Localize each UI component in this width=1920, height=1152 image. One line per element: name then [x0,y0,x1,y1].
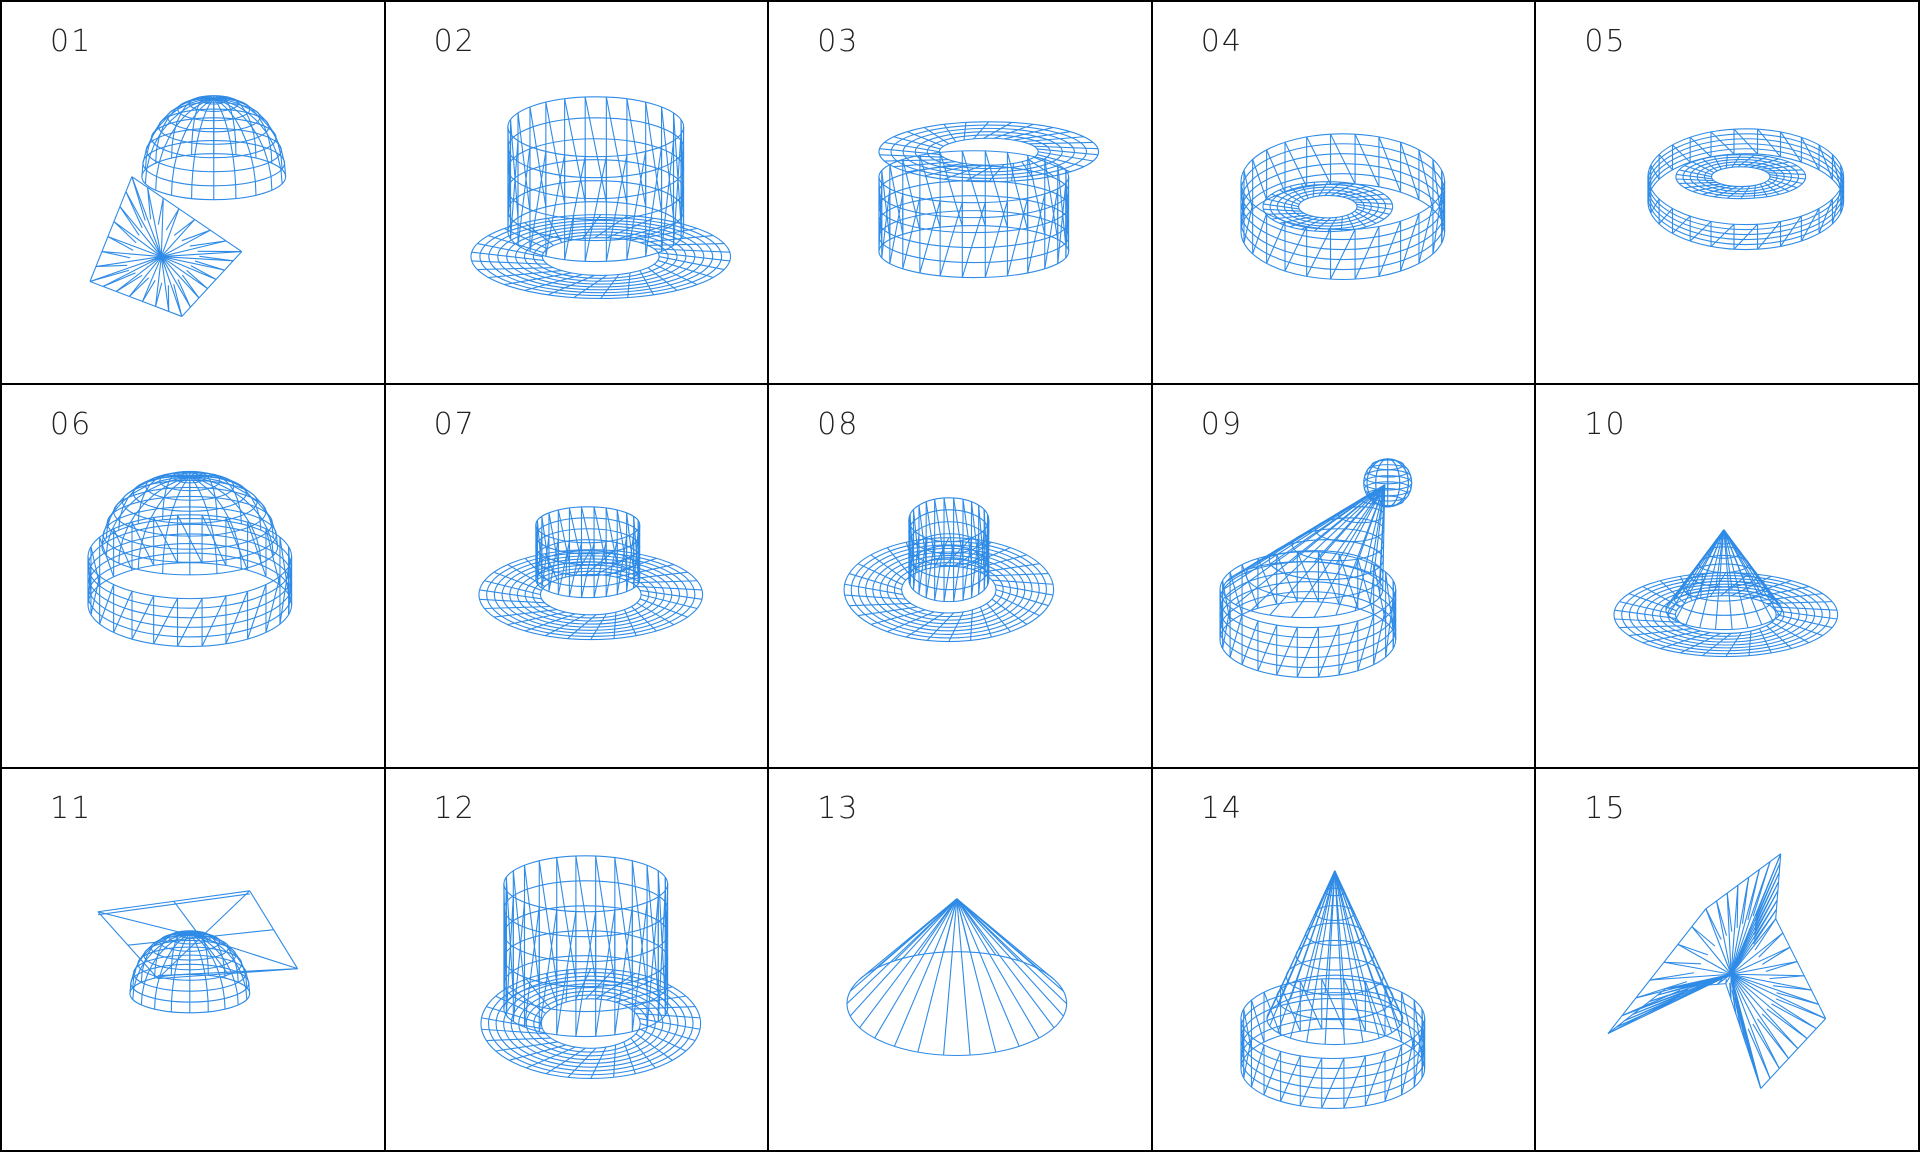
cell-02: 02 [385,2,770,386]
cell-06: 06 [2,385,386,769]
cell-label: 15 [1584,790,1627,826]
top-hat-wireframe-icon [480,854,701,1079]
cell-label: 09 [1200,407,1243,443]
cell-13: 13 [769,768,1153,1152]
cell-label: 03 [817,24,860,59]
cell-09: 09 [1152,385,1537,769]
cell-label: 14 [1200,790,1243,826]
cell-08: 08 [769,385,1153,769]
cell-05: 05 [1536,2,1920,386]
hood-wireframe-icon [1607,853,1827,1089]
cell-11: 11 [2,768,386,1152]
cell-03: 03 [769,2,1153,386]
cell-label: 10 [1584,407,1627,443]
cell-01: 01 [2,2,386,386]
cowboy-hat-wireframe-icon [843,497,1055,643]
captain-hat-wireframe-icon [878,121,1100,279]
mortarboard-wireframe-icon [97,889,299,1013]
cell-label: 13 [817,790,860,826]
bell-hat-wireframe-icon [1240,870,1426,1109]
peaked-cap-wireframe-icon [470,96,731,300]
cell-label: 11 [50,790,93,826]
cell-12: 12 [385,768,770,1152]
cell-label: 06 [50,407,93,443]
wide-brim-hat-wireframe-icon [478,506,703,641]
cell-15: 15 [1536,768,1920,1152]
conical-hat-wireframe-icon [846,898,1068,1056]
cell-14: 14 [1152,768,1537,1152]
cell-label: 08 [817,407,860,443]
cell-04: 04 [1152,2,1537,386]
dome-hat-wireframe-icon [87,471,293,648]
cell-label: 07 [433,407,476,443]
cell-label: 01 [50,24,93,59]
cell-label: 02 [433,24,476,59]
cell-label: 04 [1200,24,1243,59]
cell-label: 12 [433,790,476,826]
beret-wireframe-icon [1647,128,1845,251]
cell-label: 05 [1584,24,1627,59]
baseball-cap-wireframe-icon [89,95,287,317]
flat-wide-hat-wireframe-icon [1613,529,1839,658]
santa-hat-wireframe-icon [1219,458,1413,679]
flat-cap-wireframe-icon [1240,133,1445,281]
cell-07: 07 [385,385,770,769]
cell-10: 10 [1536,385,1920,769]
